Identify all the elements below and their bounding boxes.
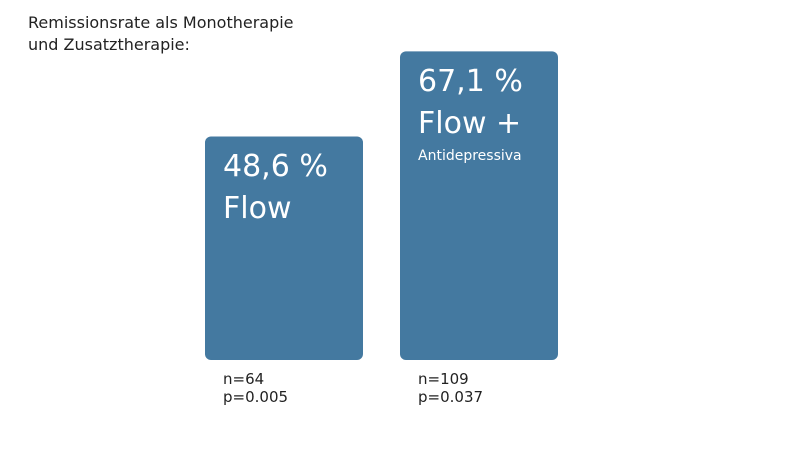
bar-label-flow: 48,6 % Flow bbox=[223, 146, 328, 230]
p-value-label: p=0.037 bbox=[418, 388, 484, 406]
chart-title-line-1: Remissionsrate als Monotherapie bbox=[28, 13, 294, 32]
sample-size-label: n=109 bbox=[418, 370, 469, 388]
chart-title: Remissionsrate als Monotherapie und Zusa… bbox=[28, 12, 428, 56]
bar-stats-flow: n=64 p=0.005 bbox=[223, 370, 288, 406]
bar-category-label: Flow bbox=[223, 191, 292, 227]
p-value-label: p=0.005 bbox=[223, 388, 289, 406]
bar-label-flow-antidepressiva: 67,1 % Flow + Antidepressiva bbox=[418, 61, 523, 165]
bar-flow bbox=[205, 136, 363, 360]
bar-flow-antidepressiva bbox=[400, 51, 558, 361]
bar-value-label: 67,1 % bbox=[418, 64, 523, 100]
bar-category-sublabel: Antidepressiva bbox=[418, 148, 522, 165]
bar-value-label: 48,6 % bbox=[223, 149, 328, 185]
bar-category-label: Flow + bbox=[418, 106, 522, 142]
bar-stats-flow-antidepressiva: n=109 p=0.037 bbox=[418, 370, 483, 406]
chart-title-line-2: und Zusatztherapie: bbox=[28, 35, 190, 54]
sample-size-label: n=64 bbox=[223, 370, 265, 388]
